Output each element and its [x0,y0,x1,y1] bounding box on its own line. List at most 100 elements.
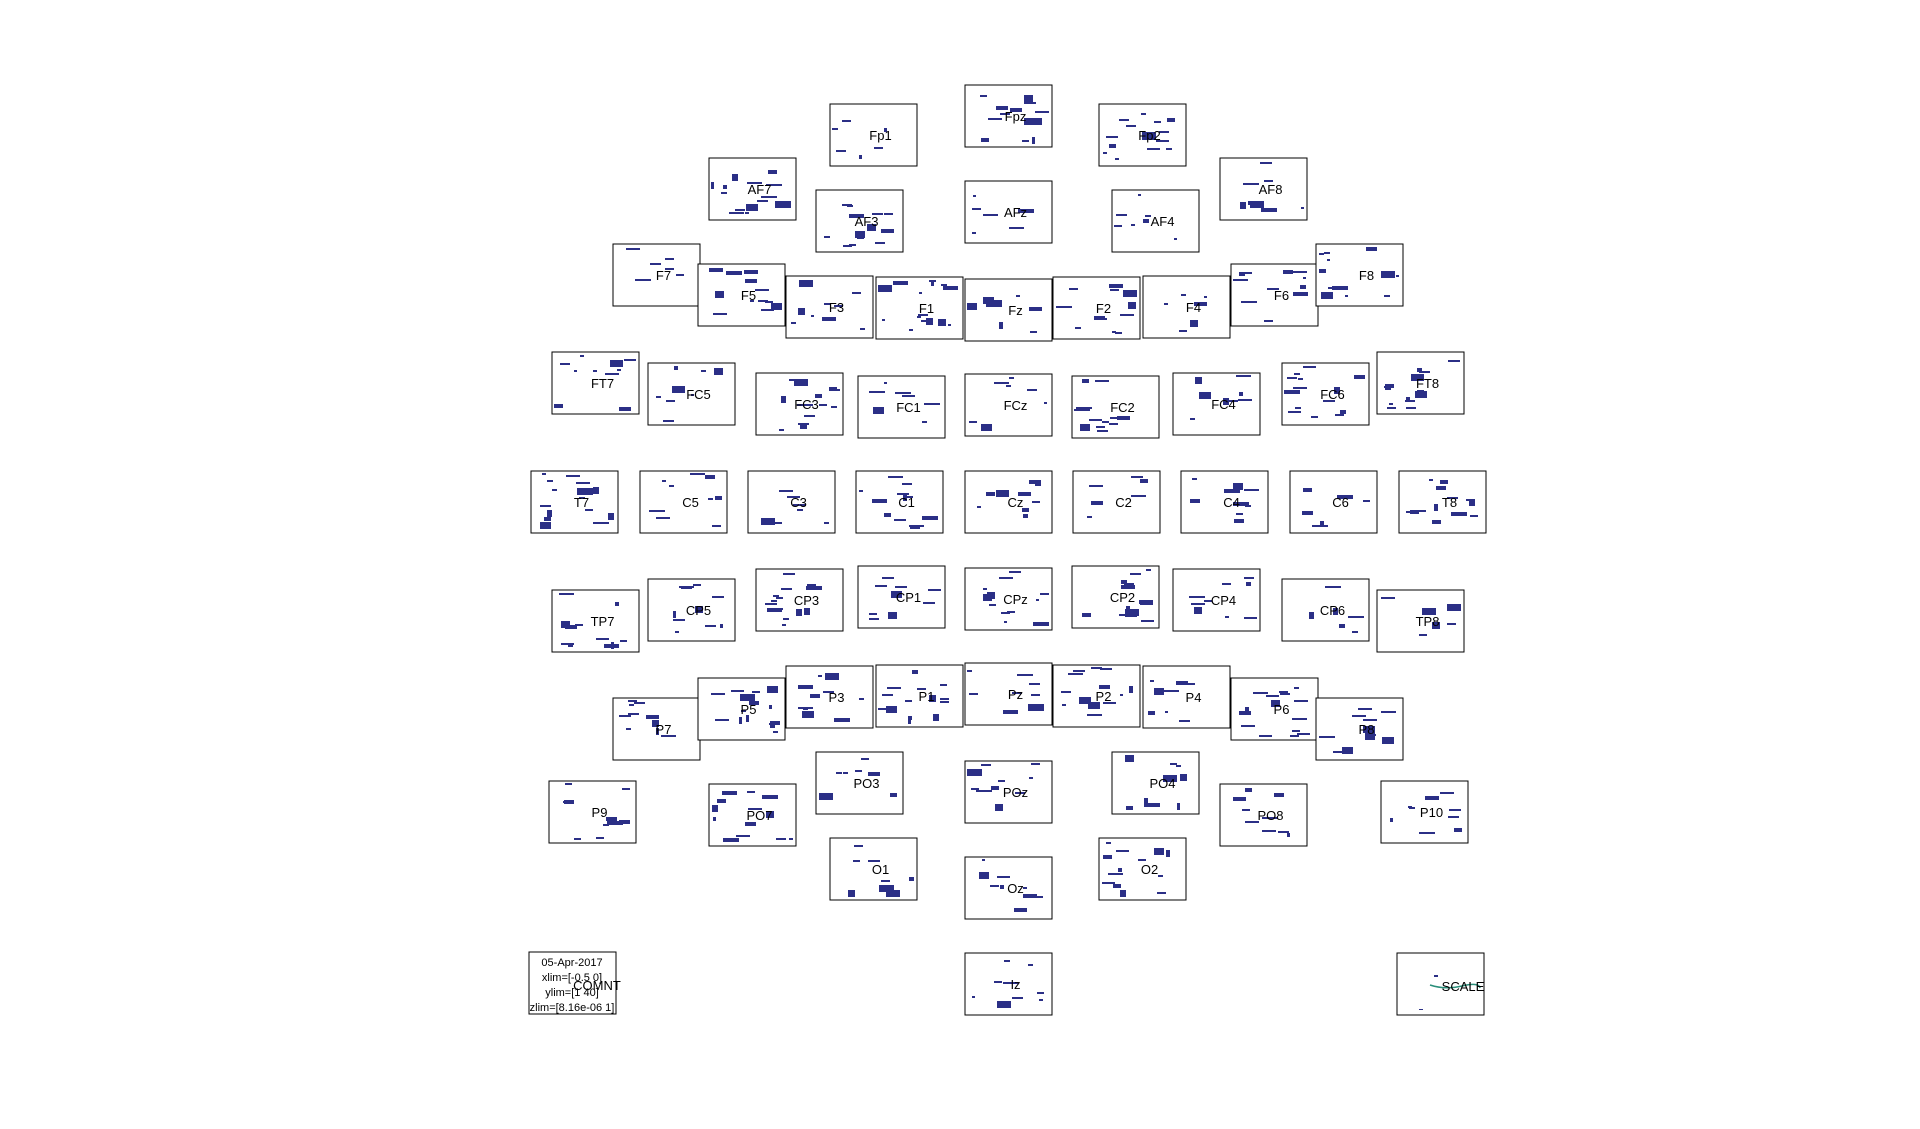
channel-label-f8: F8 [1359,268,1374,283]
channel-label-ft7: FT7 [591,376,614,391]
mask-cell [611,642,614,649]
mask-cell [761,309,774,311]
mask-cell [882,577,894,579]
mask-cell [765,603,777,605]
mask-cell [1166,690,1179,692]
channel-label-f7: F7 [656,268,671,283]
mask-cell [1390,818,1393,822]
mask-cell [1146,569,1151,571]
mask-cell [1448,360,1460,362]
mask-cell [1222,583,1231,585]
mask-cell [1278,831,1289,833]
mask-cell [1292,730,1300,732]
mask-cell [891,591,902,598]
mask-cell [1030,118,1042,125]
mask-cell [1115,332,1122,334]
mask-cell [783,618,789,620]
mask-cell [888,612,897,619]
channel-label-c6: C6 [1332,495,1349,510]
mask-cell [1110,417,1117,419]
mask-cell [646,715,659,719]
mask-cell [1018,492,1031,496]
mask-cell [666,400,675,402]
mask-cell [1014,908,1027,912]
mask-cell [1340,410,1346,414]
mask-cell [1109,423,1118,425]
mask-cell [750,300,754,302]
channel-axes-o2 [1098,837,1187,901]
mask-cell [577,488,593,495]
mask-cell [1023,514,1028,518]
channel-axes-f4 [1142,275,1231,339]
mask-cell [1319,736,1335,738]
channel-label-c3: C3 [790,495,807,510]
mask-cell [1451,512,1467,516]
mask-cell [565,625,577,629]
mask-cell [997,1001,1011,1008]
mask-cell [675,631,679,633]
mask-cell [938,319,946,326]
mask-cell [1120,890,1126,897]
mask-cell [1425,796,1439,800]
mask-cell [1293,271,1307,273]
mask-cell [878,285,892,292]
channel-label-p3: P3 [829,690,845,705]
mask-cell [1075,327,1081,329]
channel-panel-p10: P10 [1380,780,1469,844]
mask-cell [1381,597,1395,599]
mask-cell [715,719,729,721]
mask-cell [748,808,762,810]
mask-cell [771,303,782,310]
mask-cell [1233,502,1249,506]
channel-axes-cp3 [755,568,844,632]
mask-cell [1297,733,1310,735]
mask-cell [1381,711,1396,713]
channel-panel-ft7: FT7 [551,351,640,415]
mask-cell [791,322,796,324]
mask-cell [1176,765,1181,767]
channel-axes-af3 [815,189,904,253]
mask-cell [561,621,570,628]
mask-cell [1190,320,1198,327]
mask-cell [1087,714,1102,716]
channel-panel-f5: F5 [697,263,786,327]
channel-label-cpz: CPz [1003,592,1028,607]
mask-cell [1288,411,1301,413]
mask-cell [1089,419,1102,421]
mask-cell [1119,614,1128,616]
mask-cell [1106,842,1111,844]
channel-panel-cpz: CPz [964,567,1053,631]
mask-cell [884,513,891,517]
channel-label-fc5: FC5 [686,387,711,402]
comment-ylim: ylim=[1 40] [545,987,599,999]
mask-cell [1032,501,1040,503]
mask-cell [1287,833,1290,837]
mask-cell [1274,793,1284,797]
mask-cell [798,423,809,425]
mask-cell [867,224,876,231]
mask-cell [775,201,791,208]
channel-label-af8: AF8 [1259,182,1283,197]
scale-tick [1434,975,1438,977]
channel-panel-p4: P4 [1142,665,1231,729]
mask-cell [765,301,773,303]
channel-panel-fc1: FC1 [857,375,946,439]
mask-cell [909,329,913,331]
mask-cell [1284,390,1300,394]
channel-axes-po3 [815,751,904,815]
mask-cell [1140,603,1153,605]
mask-cell [1363,500,1370,502]
channel-panel-c5: C5 [639,470,728,534]
mask-cell [1095,380,1109,382]
mask-cell [1244,577,1254,579]
channel-label-p5: P5 [741,702,757,717]
mask-cell [1022,508,1029,512]
channel-panel-fcz: FCz [964,373,1053,437]
mask-cell [1233,797,1246,801]
mask-cell [566,475,580,477]
comment-xlim: xlim=[-0.5 0] [542,972,602,984]
mask-cell [561,643,574,645]
mask-cell [634,702,645,704]
channel-axes-fc4 [1172,372,1261,436]
